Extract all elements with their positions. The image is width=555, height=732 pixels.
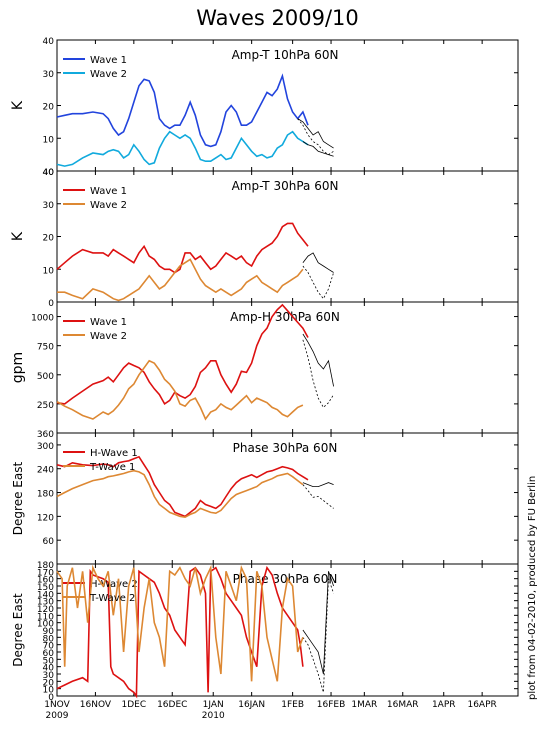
panel-title: Amp-T 10hPa 60N [232, 48, 339, 62]
figure-title: Waves 2009/10 [196, 6, 359, 30]
y-tick-label: 500 [37, 372, 54, 382]
y-tick-label: 60 [43, 537, 55, 547]
series-line [302, 141, 334, 157]
panel-title: Amp-T 30hPa 60N [232, 179, 339, 193]
series-line [56, 359, 304, 421]
series-line [302, 252, 334, 273]
series-line [56, 469, 304, 519]
panel-title: Amp-H 30hPa 60N [230, 310, 340, 324]
x-year-label: 2009 [46, 711, 69, 721]
y-tick-label: 50 [43, 656, 55, 666]
legend-entry: Wave 2 [90, 200, 127, 211]
y-tick-label: 750 [37, 343, 54, 353]
y-tick-label: 130 [37, 598, 54, 608]
legend-entry: T-Wave 2 [89, 593, 135, 604]
y-tick-label: 40 [43, 664, 55, 674]
y-tick-label: 170 [37, 568, 54, 578]
y-axis-label: Degree East [11, 462, 25, 536]
x-tick-label: 1MAR [351, 700, 377, 710]
y-tick-label: 100 [37, 620, 54, 630]
y-tick-label: 160 [37, 576, 54, 586]
x-year-label: 2010 [202, 711, 225, 721]
series-line [302, 578, 334, 693]
x-tick-label: 16MAR [387, 700, 419, 710]
series-line [302, 339, 334, 409]
y-tick-label: 30 [43, 671, 55, 681]
y-tick-label: 70 [43, 642, 55, 652]
series-line [302, 571, 334, 675]
series-line [56, 303, 309, 406]
y-tick-label: 20 [43, 103, 55, 113]
y-tick-label: 80 [43, 634, 55, 644]
legend-entry: Wave 1 [90, 317, 127, 328]
panel-title: Phase 30hPa 60N [233, 441, 338, 455]
series-line [56, 565, 304, 699]
y-tick-label: 110 [37, 612, 54, 622]
x-tick-label: 16NOV [80, 700, 112, 710]
x-tick-label: 16APR [467, 700, 496, 710]
panel-title: Phase 30hPa 60N [233, 572, 338, 586]
x-tick-label: 16FEB [317, 700, 346, 710]
x-tick-label: 16DEC [157, 700, 187, 710]
series-line [302, 484, 334, 509]
y-tick-label: 140 [37, 590, 54, 600]
legend-entry: Wave 2 [90, 69, 127, 80]
y-tick-label: 10 [43, 135, 55, 145]
y-tick-label: 90 [43, 627, 55, 637]
y-tick-label: 10 [43, 266, 55, 276]
x-tick-label: 16JAN [238, 700, 265, 710]
series-line [302, 333, 334, 387]
y-tick-label: 240 [37, 466, 54, 476]
y-tick-label: 40 [43, 168, 55, 178]
y-tick-label: 120 [37, 605, 54, 615]
y-tick-label: 30 [43, 70, 55, 80]
y-tick-label: 30 [43, 201, 55, 211]
x-tick-label: 1NOV [44, 700, 70, 710]
y-axis-label: gpm [10, 352, 26, 383]
series-line [302, 265, 334, 300]
x-tick-label: 1JAN [203, 700, 224, 710]
series-line [57, 258, 304, 302]
footer-note: plot from 04-02-2010, produced by FU Ber… [527, 475, 538, 700]
y-tick-label: 10 [43, 686, 55, 696]
series-line [56, 564, 304, 682]
series-line [56, 130, 309, 167]
legend-entry: T-Wave 1 [89, 462, 135, 473]
x-tick-label: 1FEB [281, 700, 304, 710]
x-tick-label: 1APR [432, 700, 456, 710]
x-tick-label: 1DEC [122, 700, 147, 710]
legend-entry: Wave 2 [90, 331, 127, 342]
y-axis-label: K [10, 100, 26, 110]
y-tick-label: 1000 [31, 314, 54, 324]
y-tick-label: 0 [48, 693, 54, 703]
y-tick-label: 0 [48, 299, 54, 309]
y-axis-label: K [10, 231, 26, 241]
y-tick-label: 20 [43, 234, 55, 244]
y-axis-label: Degree East [11, 593, 25, 667]
y-tick-label: 40 [43, 37, 55, 47]
y-tick-label: 40 [43, 168, 55, 178]
series-line [302, 482, 334, 488]
series-line [56, 222, 309, 274]
series-line [56, 73, 309, 148]
legend-entry: Wave 1 [90, 186, 127, 197]
legend-entry: H-Wave 2 [90, 579, 138, 590]
y-tick-label: 150 [37, 583, 54, 593]
series-line [297, 118, 334, 149]
legend-entry: Wave 1 [90, 55, 127, 66]
y-tick-label: 300 [37, 442, 54, 452]
legend-entry: H-Wave 1 [90, 448, 138, 459]
y-tick-label: 180 [37, 561, 54, 571]
series-line [56, 455, 309, 518]
y-tick-label: 20 [43, 678, 55, 688]
y-tick-label: 120 [37, 513, 54, 523]
y-tick-label: 60 [43, 649, 55, 659]
y-tick-label: 180 [37, 490, 54, 500]
y-tick-label: 250 [37, 401, 54, 411]
y-tick-label: 360 [37, 430, 54, 440]
